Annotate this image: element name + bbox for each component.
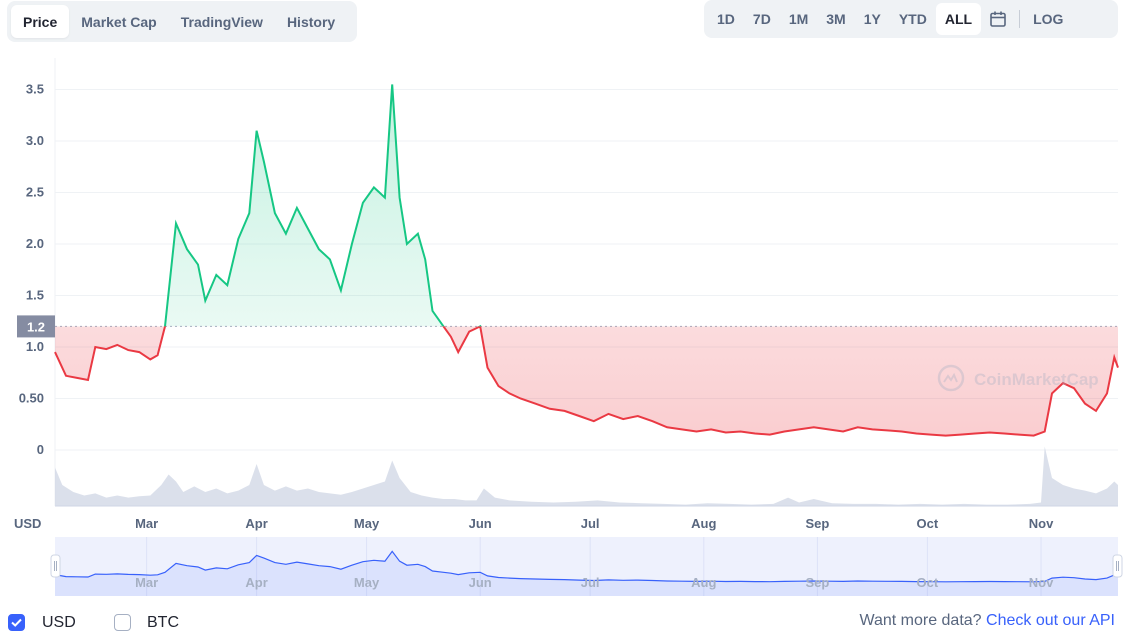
btc-checkbox[interactable]	[114, 614, 131, 631]
navigator-tick-label: Apr	[245, 575, 267, 590]
y-tick-label: 3.5	[26, 82, 44, 97]
x-tick-label: Mar	[135, 516, 158, 531]
y-tick-label: 1.0	[26, 339, 44, 354]
x-tick-label: May	[354, 516, 380, 531]
y-tick-label: 0	[37, 442, 44, 457]
y-axis-labels: 0 0.50 1.0 1.5 2.0 2.5 3.0 3.5	[19, 82, 44, 458]
navigator-tick-label: Jun	[469, 575, 492, 590]
navigator-gridlines	[146, 537, 1042, 596]
usd-checkbox[interactable]	[8, 614, 25, 631]
currency-label: USD	[14, 516, 41, 531]
navigator-left-handle[interactable]	[50, 554, 61, 578]
navigator-tick-label: May	[354, 575, 380, 590]
api-link[interactable]: Check out our API	[986, 612, 1115, 629]
price-chart[interactable]: 0 0.50 1.0 1.5 2.0 2.5 3.0 3.5 1.2 Mar Apr May Jun…	[0, 50, 1135, 535]
check-icon	[11, 618, 22, 627]
range-7d-button[interactable]: 7D	[752, 11, 771, 27]
volume-bars	[55, 446, 1118, 506]
calendar-icon	[990, 11, 1006, 27]
navigator-tick-label: Oct	[917, 575, 939, 590]
x-tick-label: Jul	[581, 516, 600, 531]
range-1d-button[interactable]: 1D	[717, 11, 735, 27]
navigator-tick-label: Mar	[135, 575, 158, 590]
price-line-up	[163, 84, 482, 327]
usd-label: USD	[42, 614, 76, 631]
baseline-tag	[17, 315, 55, 338]
x-tick-label: Apr	[245, 516, 267, 531]
x-tick-label: Nov	[1029, 516, 1054, 531]
y-tick-label: 1.5	[26, 288, 44, 303]
tab-price[interactable]: Price	[11, 5, 70, 38]
tab-market-cap[interactable]: Market Cap	[81, 13, 157, 30]
y-tick-label: 0.50	[19, 391, 44, 406]
calendar-button[interactable]	[981, 3, 1015, 35]
x-tick-label: Aug	[691, 516, 716, 531]
range-all-button[interactable]: ALL	[935, 3, 982, 35]
range-divider	[1019, 10, 1021, 28]
tab-history[interactable]: History	[286, 13, 336, 30]
navigator-axis-labels: Mar Apr May Jun Jul Aug Sep Oct Nov	[135, 575, 1054, 590]
price-fill-down	[55, 326, 1118, 436]
api-promo: Want more data? Check out our API	[859, 612, 1115, 630]
price-fill-up	[165, 84, 444, 327]
navigator-area	[55, 551, 1118, 596]
navigator-line	[54, 550, 1119, 583]
price-area	[54, 84, 1119, 437]
coinmarketcap-watermark: CoinMarketCap	[937, 364, 1099, 392]
baseline-label: 1.2	[27, 319, 45, 334]
y-tick-label: 2.5	[26, 185, 44, 200]
x-axis-labels: Mar Apr May Jun Jul Aug Sep Oct Nov	[135, 516, 1054, 531]
navigator-tick-label: Jul	[581, 575, 600, 590]
x-tick-label: Sep	[806, 516, 830, 531]
time-range-selector: 1D 7D 1M 3M 1Y YTD ALL LOG	[704, 0, 1118, 38]
navigator-tick-label: Sep	[806, 575, 830, 590]
svg-text:CoinMarketCap: CoinMarketCap	[974, 370, 1099, 389]
navigator-right-handle[interactable]	[1112, 554, 1123, 578]
y-tick-label: 2.0	[26, 236, 44, 251]
log-scale-button[interactable]: LOG	[1033, 11, 1064, 27]
chart-footer: USD BTC Want more data? Check out our AP…	[0, 608, 1135, 631]
range-1y-button[interactable]: 1Y	[863, 11, 881, 27]
range-navigator[interactable]: Mar Apr May Jun Jul Aug Sep Oct Nov	[0, 535, 1135, 598]
chart-type-tabs: Price Market Cap TradingView History	[7, 1, 357, 42]
navigator-tick-label: Nov	[1029, 575, 1054, 590]
x-tick-label: Jun	[469, 516, 492, 531]
range-1m-button[interactable]: 1M	[788, 11, 809, 27]
volume-area	[55, 446, 1118, 506]
y-tick-label: 3.0	[26, 133, 44, 148]
more-data-text: Want more data?	[859, 612, 982, 629]
btc-label: BTC	[147, 614, 179, 631]
navigator-tick-label: Aug	[691, 575, 716, 590]
tab-tradingview[interactable]: TradingView	[180, 13, 263, 30]
x-tick-label: Oct	[917, 516, 939, 531]
range-3m-button[interactable]: 3M	[826, 11, 846, 27]
range-ytd-button[interactable]: YTD	[898, 11, 927, 27]
price-line-down	[54, 326, 1119, 437]
